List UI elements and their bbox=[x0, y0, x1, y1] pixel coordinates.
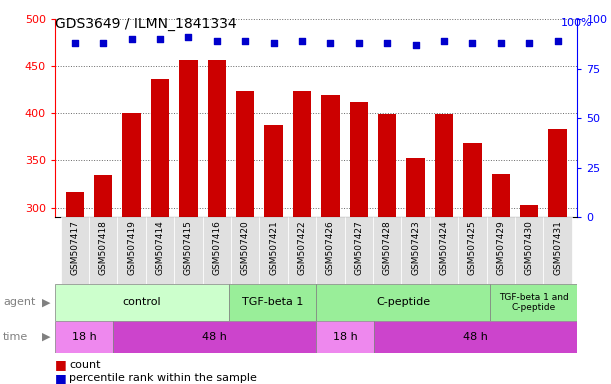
Point bbox=[524, 40, 534, 46]
Point bbox=[240, 38, 250, 44]
Bar bbox=[179, 60, 197, 384]
Point bbox=[269, 40, 279, 46]
Point bbox=[439, 38, 449, 44]
Text: ▶: ▶ bbox=[42, 297, 50, 308]
Bar bbox=[236, 91, 254, 384]
FancyBboxPatch shape bbox=[373, 217, 401, 284]
Text: GSM507431: GSM507431 bbox=[553, 220, 562, 275]
Text: TGF-beta 1: TGF-beta 1 bbox=[242, 297, 303, 308]
Point bbox=[70, 40, 80, 46]
FancyBboxPatch shape bbox=[55, 284, 229, 321]
Text: 48 h: 48 h bbox=[202, 332, 227, 342]
Text: GSM507419: GSM507419 bbox=[127, 220, 136, 275]
Point bbox=[126, 36, 136, 42]
Bar bbox=[65, 192, 84, 384]
Text: GSM507430: GSM507430 bbox=[525, 220, 533, 275]
Text: 18 h: 18 h bbox=[333, 332, 357, 342]
Text: GSM507417: GSM507417 bbox=[70, 220, 79, 275]
Text: GSM507425: GSM507425 bbox=[468, 220, 477, 275]
Bar bbox=[520, 205, 538, 384]
Text: GSM507427: GSM507427 bbox=[354, 220, 364, 275]
FancyBboxPatch shape bbox=[229, 284, 316, 321]
FancyBboxPatch shape bbox=[490, 284, 577, 321]
Text: GSM507429: GSM507429 bbox=[496, 220, 505, 275]
FancyBboxPatch shape bbox=[174, 217, 203, 284]
Point bbox=[155, 36, 165, 42]
FancyBboxPatch shape bbox=[316, 321, 374, 353]
Bar bbox=[406, 158, 425, 384]
FancyBboxPatch shape bbox=[515, 217, 543, 284]
Text: ■: ■ bbox=[55, 358, 67, 371]
Point bbox=[297, 38, 307, 44]
Point bbox=[382, 40, 392, 46]
FancyBboxPatch shape bbox=[430, 217, 458, 284]
Point bbox=[98, 40, 108, 46]
Text: GSM507418: GSM507418 bbox=[99, 220, 108, 275]
Bar bbox=[151, 79, 169, 384]
FancyBboxPatch shape bbox=[401, 217, 430, 284]
Text: GSM507422: GSM507422 bbox=[298, 220, 307, 275]
Text: GSM507415: GSM507415 bbox=[184, 220, 193, 275]
Text: count: count bbox=[69, 360, 101, 370]
FancyBboxPatch shape bbox=[231, 217, 260, 284]
Bar bbox=[265, 125, 283, 384]
FancyBboxPatch shape bbox=[55, 321, 113, 353]
Point bbox=[411, 42, 420, 48]
Bar bbox=[293, 91, 311, 384]
Bar bbox=[435, 114, 453, 384]
Text: control: control bbox=[123, 297, 161, 308]
Text: 18 h: 18 h bbox=[71, 332, 97, 342]
FancyBboxPatch shape bbox=[60, 217, 89, 284]
Bar bbox=[349, 102, 368, 384]
Text: time: time bbox=[3, 332, 28, 342]
FancyBboxPatch shape bbox=[374, 321, 577, 353]
Point bbox=[467, 40, 477, 46]
Bar bbox=[122, 113, 141, 384]
Text: ■: ■ bbox=[55, 372, 67, 384]
Text: 100%: 100% bbox=[560, 18, 592, 28]
Point bbox=[326, 40, 335, 46]
FancyBboxPatch shape bbox=[113, 321, 316, 353]
FancyBboxPatch shape bbox=[543, 217, 572, 284]
Bar bbox=[321, 94, 340, 384]
Point bbox=[552, 38, 562, 44]
Text: GSM507420: GSM507420 bbox=[241, 220, 250, 275]
FancyBboxPatch shape bbox=[345, 217, 373, 284]
Text: ▶: ▶ bbox=[42, 332, 50, 342]
FancyBboxPatch shape bbox=[117, 217, 146, 284]
Text: GSM507424: GSM507424 bbox=[439, 220, 448, 275]
FancyBboxPatch shape bbox=[458, 217, 486, 284]
Bar bbox=[463, 142, 481, 384]
Point bbox=[183, 34, 193, 40]
Text: GSM507416: GSM507416 bbox=[212, 220, 221, 275]
Bar bbox=[94, 175, 112, 384]
Text: GSM507423: GSM507423 bbox=[411, 220, 420, 275]
Text: GSM507428: GSM507428 bbox=[382, 220, 392, 275]
Bar bbox=[208, 60, 226, 384]
FancyBboxPatch shape bbox=[316, 217, 345, 284]
Text: TGF-beta 1 and
C-peptide: TGF-beta 1 and C-peptide bbox=[499, 293, 569, 312]
FancyBboxPatch shape bbox=[316, 284, 490, 321]
Point bbox=[212, 38, 222, 44]
Text: C-peptide: C-peptide bbox=[376, 297, 430, 308]
FancyBboxPatch shape bbox=[89, 217, 117, 284]
Text: agent: agent bbox=[3, 297, 35, 308]
FancyBboxPatch shape bbox=[146, 217, 174, 284]
Text: GSM507421: GSM507421 bbox=[269, 220, 278, 275]
FancyBboxPatch shape bbox=[203, 217, 231, 284]
Bar bbox=[378, 114, 397, 384]
Text: percentile rank within the sample: percentile rank within the sample bbox=[69, 373, 257, 383]
Text: GSM507426: GSM507426 bbox=[326, 220, 335, 275]
Text: GSM507414: GSM507414 bbox=[156, 220, 164, 275]
FancyBboxPatch shape bbox=[288, 217, 316, 284]
Point bbox=[354, 40, 364, 46]
Point bbox=[496, 40, 506, 46]
Text: GDS3649 / ILMN_1841334: GDS3649 / ILMN_1841334 bbox=[55, 17, 236, 31]
FancyBboxPatch shape bbox=[260, 217, 288, 284]
Bar bbox=[548, 129, 567, 384]
FancyBboxPatch shape bbox=[486, 217, 515, 284]
Bar bbox=[491, 174, 510, 384]
Text: 48 h: 48 h bbox=[463, 332, 488, 342]
